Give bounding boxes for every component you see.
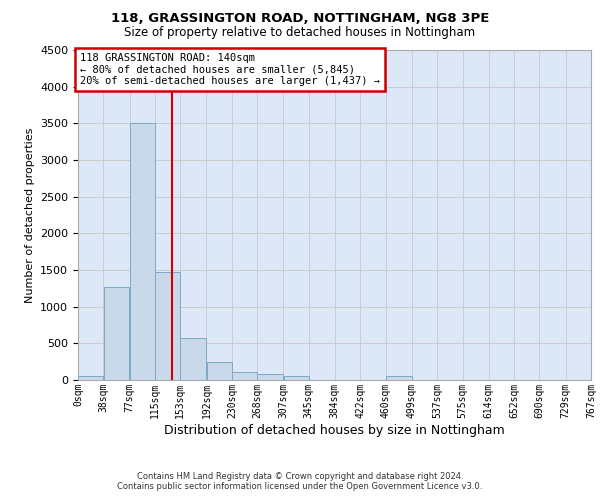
Text: Size of property relative to detached houses in Nottingham: Size of property relative to detached ho… (124, 26, 476, 39)
Bar (155, 272, 180, 380)
Text: 118 GRASSINGTON ROAD: 140sqm
← 80% of detached houses are smaller (5,845)
20% of: 118 GRASSINGTON ROAD: 140sqm ← 80% of de… (80, 53, 380, 86)
Bar (104, 287, 130, 380)
Text: 118, GRASSINGTON ROAD, NOTTINGHAM, NG8 3PE: 118, GRASSINGTON ROAD, NOTTINGHAM, NG8 3… (111, 12, 489, 24)
Bar (284, 376, 308, 380)
X-axis label: Distribution of detached houses by size in Nottingham: Distribution of detached houses by size … (164, 424, 505, 436)
Bar (257, 374, 283, 380)
Bar (181, 338, 206, 380)
Bar (232, 372, 257, 380)
Text: Contains HM Land Registry data © Crown copyright and database right 2024.
Contai: Contains HM Land Registry data © Crown c… (118, 472, 482, 491)
Bar (78, 376, 103, 380)
Y-axis label: Number of detached properties: Number of detached properties (25, 128, 35, 302)
Bar (206, 362, 232, 380)
Bar (386, 376, 412, 380)
Bar (130, 124, 155, 380)
